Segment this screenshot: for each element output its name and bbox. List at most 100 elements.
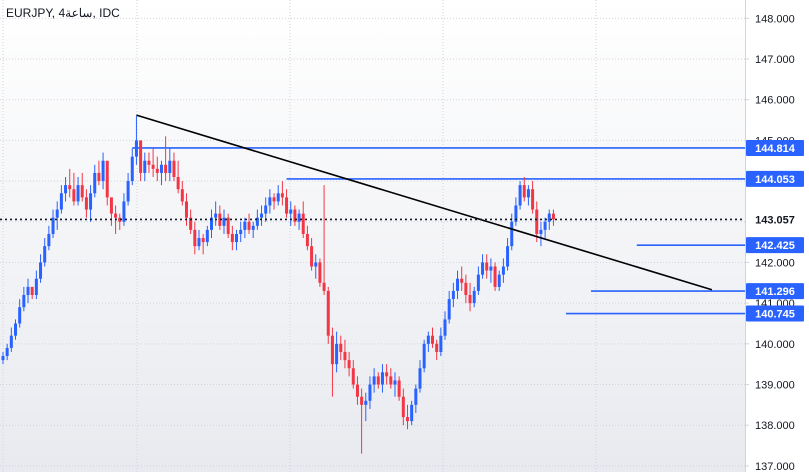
candle-body [518,185,522,206]
candle [239,221,243,243]
candle-body [405,417,409,422]
candle [364,392,368,422]
candle-body [456,278,460,291]
level-label-background [746,283,804,300]
candle-body [414,388,418,405]
candle-body [551,213,555,220]
candle [47,225,51,251]
candle-body [114,213,118,218]
level-label-text: 141.296 [755,286,795,298]
candle [305,225,309,251]
candle-body [464,282,468,295]
candle [339,335,343,361]
candle [164,136,168,182]
candle [97,160,101,186]
candle-body [97,172,101,182]
candle-body [360,396,364,405]
candle [243,217,247,239]
candle [326,286,330,344]
trendline [136,114,713,291]
level-label-text: 142.425 [755,240,795,252]
candle-body [51,217,55,234]
candle [393,372,397,397]
candle [180,181,184,206]
candle [264,197,268,222]
candle-body [147,160,151,165]
candle-body [101,160,105,182]
candles [1,115,555,454]
candle-body [251,225,255,230]
candle-body [514,205,518,222]
candle [268,189,272,214]
price-labels: 144.814 144.053 142.425 141.296 140.745 143.0… [746,139,804,322]
candle-body [105,160,109,198]
candle [355,376,359,405]
candle-body [297,213,301,222]
candle-body [255,217,259,226]
candle [551,209,555,226]
candle [230,225,234,251]
candle-body [197,238,201,247]
candle [401,388,405,426]
candle-body [139,140,143,173]
level-label-background [746,305,804,322]
candle-body [201,238,205,243]
candle [380,364,384,393]
candle-body [80,185,84,198]
candle-body [164,164,168,173]
candle-body [468,295,472,304]
candle [418,360,422,393]
candle [122,193,126,226]
candle-body [143,160,147,173]
level-price-label: 144.053 [746,170,804,187]
candle [347,351,351,377]
candle-body [451,290,455,300]
level-label-background [746,139,804,156]
candle-body [26,286,30,295]
candle-body [330,335,334,365]
candle [476,266,480,295]
candle [318,258,322,287]
candle-body [72,189,76,202]
candle [368,376,372,409]
candle-body [314,262,318,267]
candle-body [155,168,159,173]
candle [14,319,18,340]
level-price-label: 141.296 [746,283,804,300]
candle [105,160,109,206]
candle-body [22,295,26,308]
candle-body [5,347,9,357]
candle-body [305,233,309,247]
candle-body [118,217,122,222]
candle-body [485,262,489,271]
candle-body [410,404,414,422]
candle-body [34,278,38,295]
candle [322,185,326,295]
candle [1,351,5,365]
candle-body [189,217,193,230]
candle [5,343,9,361]
candle [301,201,305,239]
candle [84,189,88,218]
candle [285,189,289,218]
candle [468,282,472,312]
candle-body [355,384,359,397]
candle-body [214,213,218,218]
candle-body [210,217,213,230]
candle-body [526,189,530,198]
candle [360,388,364,454]
candle-body [326,290,330,336]
candle-body [285,197,289,214]
candle [18,299,22,328]
candle [410,400,414,426]
level-label-background [746,170,804,187]
candle [130,148,134,186]
candle-body [435,343,439,352]
candle-body [239,229,243,234]
candle-body [168,160,172,173]
candle [351,360,355,389]
candle [80,172,84,202]
candle-body [318,262,322,283]
candle-body [293,209,297,222]
